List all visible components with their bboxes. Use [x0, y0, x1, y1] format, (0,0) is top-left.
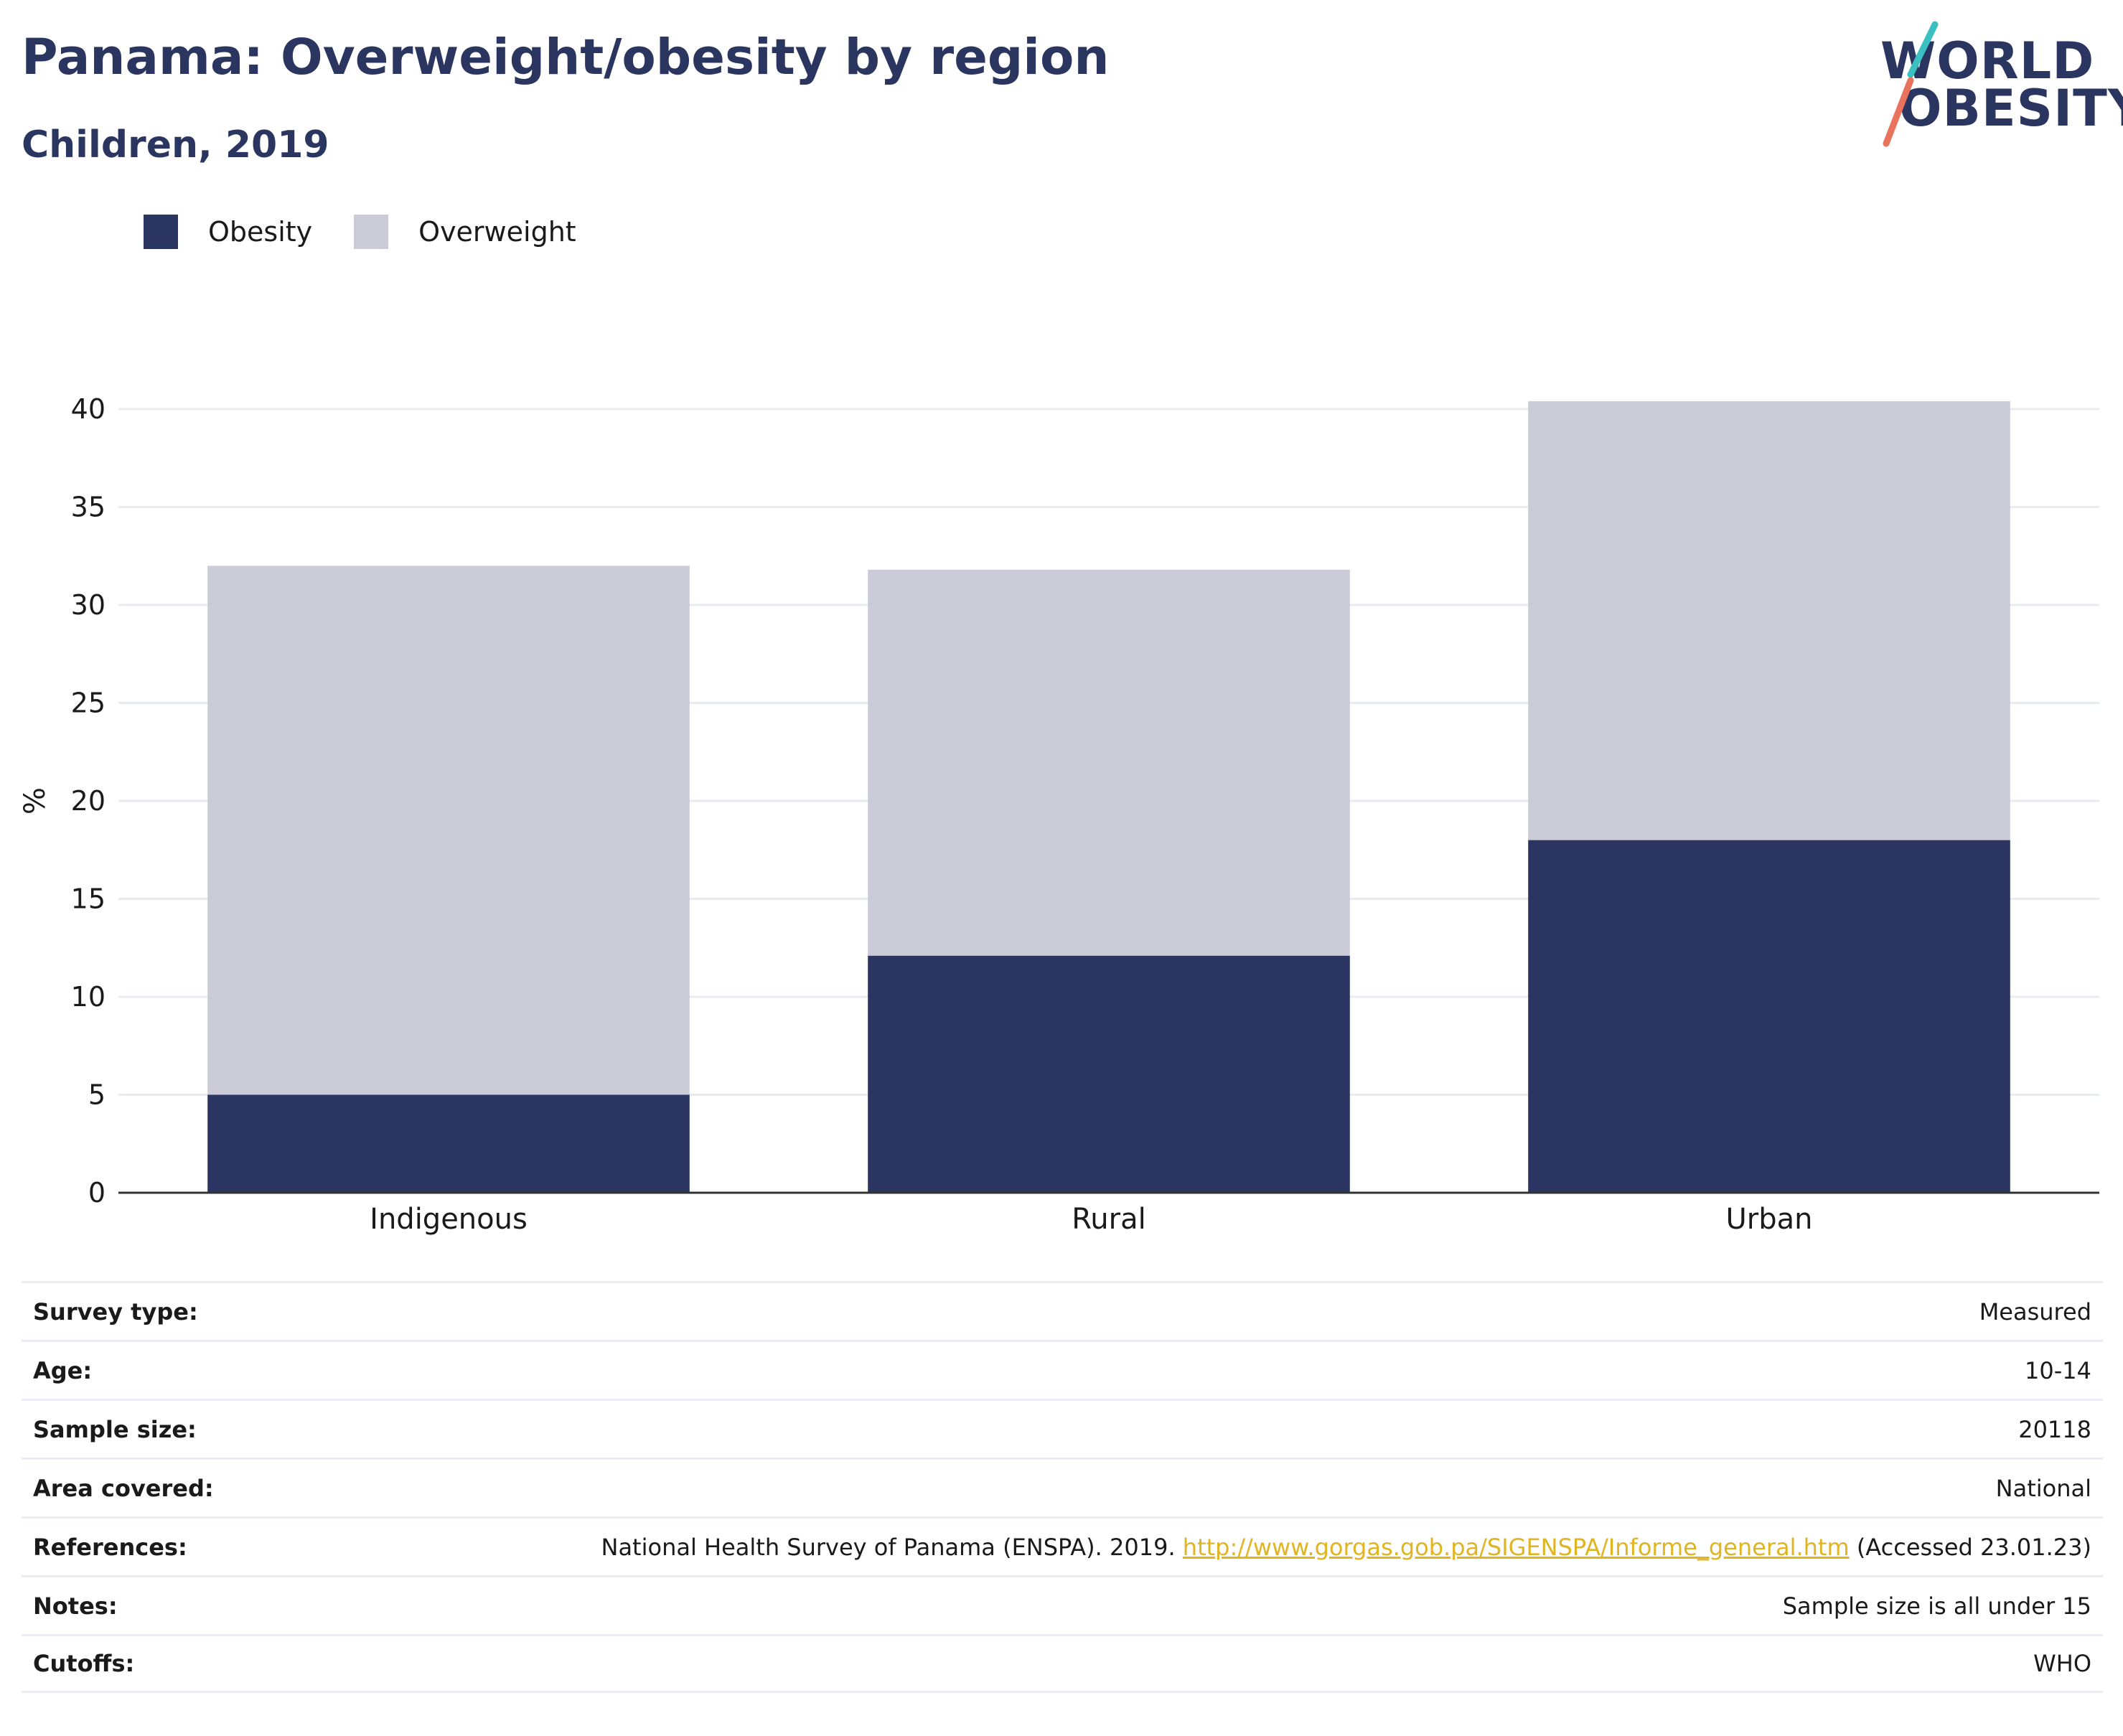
- info-value: Measured: [1979, 1298, 2091, 1326]
- info-value: Sample size is all under 15: [1783, 1592, 2091, 1620]
- legend-swatch-overweight: [354, 215, 389, 249]
- chart-legend: Obesity Overweight: [144, 214, 618, 250]
- info-value-text: National Health Survey of Panama (ENSPA)…: [601, 1533, 1176, 1561]
- chart-subtitle: Children, 2019: [22, 123, 329, 166]
- x-tick-label: Urban: [1726, 1203, 1813, 1236]
- bar-overweight-indigenous: [207, 566, 690, 1095]
- legend-label-overweight: Overweight: [418, 216, 576, 248]
- bar-obesity-indigenous: [207, 1094, 690, 1193]
- world-obesity-logo: WORLD OBESITY: [1866, 20, 2123, 149]
- info-label: References:: [33, 1533, 187, 1561]
- info-value: 20118: [2018, 1416, 2091, 1443]
- info-label: Cutoffs:: [33, 1650, 135, 1677]
- y-tick-label: 25: [71, 688, 106, 719]
- reference-link[interactable]: http://www.gorgas.gob.pa/SIGENSPA/Inform…: [1182, 1533, 1850, 1561]
- info-value-text: Measured: [1979, 1298, 2091, 1326]
- info-row: Survey type: Measured: [22, 1281, 2103, 1340]
- info-value: National Health Survey of Panama (ENSPA)…: [601, 1534, 2092, 1561]
- info-row: References: National Health Survey of Pan…: [22, 1516, 2103, 1575]
- legend-item-obesity: Obesity: [144, 215, 312, 249]
- y-tick-label: 30: [71, 589, 106, 621]
- bar-overweight-urban: [1528, 401, 2010, 840]
- y-tick-label: 35: [71, 492, 106, 523]
- info-label: Notes:: [33, 1592, 118, 1620]
- y-tick-label: 5: [88, 1079, 106, 1111]
- bar-obesity-rural: [868, 955, 1350, 1193]
- info-value: 10-14: [2025, 1357, 2091, 1384]
- x-tick-label: Rural: [1072, 1203, 1145, 1236]
- logo-slash-icon: [1883, 21, 1939, 147]
- x-tick-label: Indigenous: [370, 1203, 528, 1236]
- legend-item-overweight: Overweight: [354, 215, 576, 249]
- info-value-suffix: (Accessed 23.01.23): [1856, 1533, 2091, 1561]
- info-value-text: 10-14: [2025, 1356, 2091, 1384]
- info-row: Notes: Sample size is all under 15: [22, 1575, 2103, 1634]
- legend-swatch-obesity: [144, 215, 178, 249]
- logo-text-line2: OBESITY: [1899, 79, 2123, 138]
- y-tick-label: 15: [71, 883, 106, 915]
- info-value-text: National: [1995, 1474, 2091, 1502]
- bar-overweight-rural: [868, 569, 1350, 956]
- chart-title: Panama: Overweight/obesity by region: [22, 29, 1110, 86]
- survey-info-table: Survey type: Measured Age: 10-14 Sample size…: [22, 1281, 2103, 1693]
- bar-obesity-urban: [1528, 840, 2010, 1193]
- info-row: Cutoffs: WHO: [22, 1634, 2103, 1693]
- stacked-bar-chart: 0 5 10 15 20 25 30 35 40% Indigenous Rural Urban: [19, 393, 2099, 1236]
- info-row: Area covered: National: [22, 1458, 2103, 1516]
- info-value-text: WHO: [2033, 1650, 2091, 1677]
- info-label: Age:: [33, 1356, 93, 1384]
- info-value-text: 20118: [2018, 1415, 2091, 1443]
- info-row: Sample size: 20118: [22, 1399, 2103, 1458]
- info-value: WHO: [2033, 1650, 2091, 1677]
- info-label: Area covered:: [33, 1474, 214, 1502]
- info-label: Survey type:: [33, 1298, 198, 1326]
- y-tick-label: 0: [88, 1177, 106, 1209]
- y-tick-label: 40: [71, 393, 106, 425]
- info-value-text: Sample size is all under 15: [1782, 1592, 2091, 1620]
- info-row: Age: 10-14: [22, 1340, 2103, 1399]
- y-tick-label: 20: [71, 785, 106, 817]
- y-axis-label: %: [19, 787, 52, 815]
- legend-label-obesity: Obesity: [208, 216, 313, 248]
- y-tick-label: 10: [71, 981, 106, 1013]
- info-label: Sample size:: [33, 1415, 197, 1443]
- info-value: National: [1996, 1475, 2091, 1502]
